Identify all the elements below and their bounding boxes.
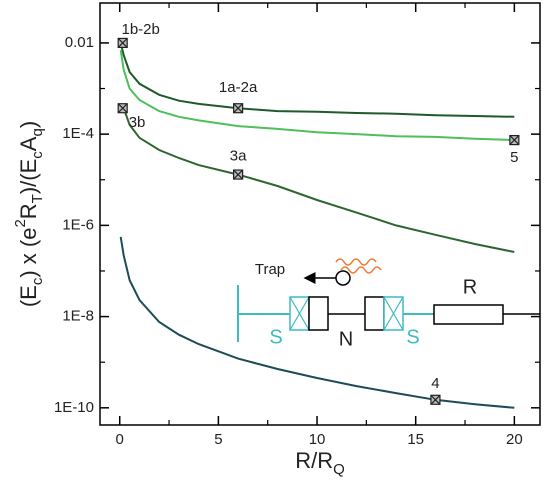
trap-label: Trap bbox=[255, 261, 285, 278]
marker-cross bbox=[117, 37, 128, 48]
x-tick-label: 10 bbox=[309, 431, 326, 448]
resistor-label: R bbox=[463, 276, 477, 298]
y-tick-label: 1E-6 bbox=[62, 216, 94, 233]
data-point-marker bbox=[117, 103, 128, 114]
marker-cross bbox=[233, 103, 244, 114]
annotation: 1a-2a bbox=[219, 79, 258, 96]
x-tick-label: 0 bbox=[116, 431, 124, 448]
annotation: 1b-2b bbox=[122, 21, 160, 38]
series-line bbox=[119, 42, 515, 118]
superconductor-label: S bbox=[269, 326, 282, 348]
x-tick-label: 5 bbox=[214, 431, 222, 448]
x-tick-label: 15 bbox=[407, 431, 424, 448]
superconductor-label: S bbox=[406, 326, 419, 348]
y-axis-label-part: c bbox=[29, 277, 46, 285]
data-point-marker bbox=[509, 135, 520, 146]
marker-cross bbox=[117, 103, 128, 114]
x-tick-label: 20 bbox=[506, 431, 523, 448]
data-point-marker bbox=[233, 103, 244, 114]
y-axis-label-part: ) bbox=[16, 121, 41, 128]
annotation: 5 bbox=[510, 149, 518, 166]
annotation: 3a bbox=[230, 148, 247, 165]
series-line bbox=[122, 107, 515, 253]
data-point-marker bbox=[117, 37, 128, 49]
marker-cross bbox=[430, 394, 441, 405]
x-axis-label-part: R/R bbox=[295, 448, 333, 473]
y-axis-label-part: A bbox=[16, 136, 41, 151]
data-point-marker bbox=[430, 394, 441, 405]
normal-label: N bbox=[339, 328, 353, 350]
marker-cross bbox=[233, 169, 244, 180]
y-axis-label-part: 2 bbox=[12, 219, 29, 227]
y-tick-label: 1E-4 bbox=[62, 125, 94, 142]
y-axis-label: (Ec) x (e2RT)/(EcAq) bbox=[12, 121, 46, 307]
circuit-inset: Trap R S N S bbox=[237, 258, 540, 350]
y-axis-label-part: (E bbox=[16, 285, 41, 307]
data-point-marker bbox=[233, 169, 244, 180]
series-line bbox=[119, 236, 515, 409]
y-tick-label: 1E-8 bbox=[62, 308, 94, 325]
y-axis-label-part: q bbox=[29, 128, 46, 136]
x-axis-label: R/RQ bbox=[295, 448, 345, 479]
x-axis-label-part: Q bbox=[333, 461, 345, 478]
y-tick-label: 0.01 bbox=[65, 34, 94, 51]
plot-frame bbox=[99, 2, 541, 426]
series-line bbox=[119, 49, 515, 142]
y-axis-label-part: ) x (e bbox=[16, 228, 41, 278]
y-axis-label-part: c bbox=[29, 151, 46, 159]
y-tick-label: 1E-10 bbox=[54, 399, 94, 416]
marker-cross bbox=[509, 135, 520, 146]
annotation: 3b bbox=[129, 114, 146, 131]
y-axis-label-part: )/(E bbox=[16, 159, 41, 194]
y-axis-label-part: T bbox=[29, 194, 46, 203]
annotation: 4 bbox=[431, 375, 439, 392]
y-axis-label-part: R bbox=[16, 203, 41, 219]
